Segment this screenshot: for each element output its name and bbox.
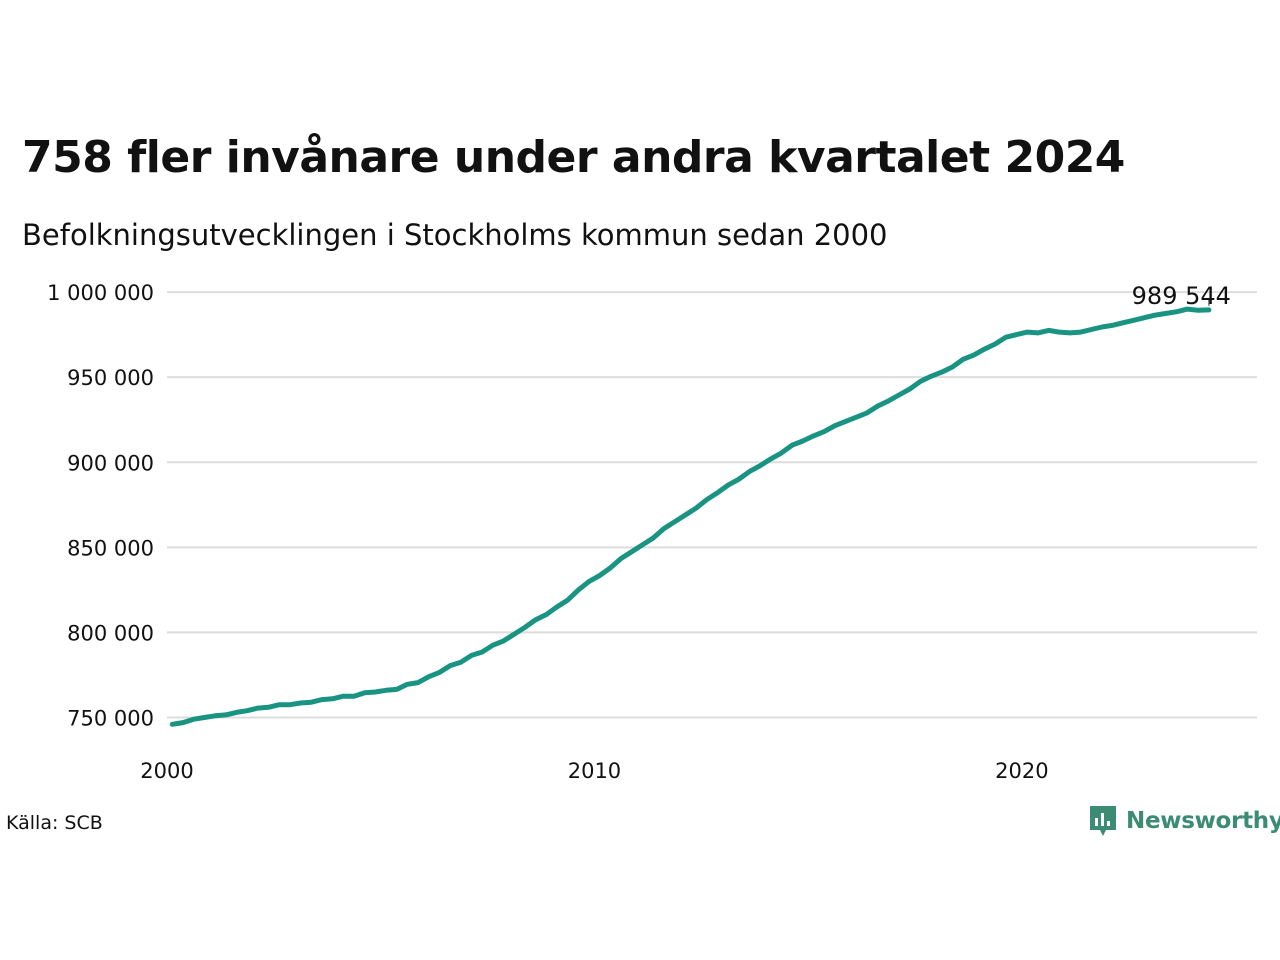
x-tick-label: 2000 (140, 759, 193, 783)
chart-subtitle: Befolkningsutvecklingen i Stockholms kom… (22, 218, 888, 252)
chart-title: 758 fler invånare under andra kvartalet … (22, 132, 1125, 183)
y-tick-label: 950 000 (67, 366, 154, 390)
population-line (169, 306, 1212, 727)
y-tick-label: 850 000 (67, 536, 154, 560)
x-tick-label: 2020 (995, 759, 1048, 783)
newsworthy-logo-icon (1090, 806, 1116, 836)
logo-text: Newsworthy (1126, 808, 1280, 834)
end-value-label: 989 544 (1132, 282, 1231, 310)
y-tick-label: 900 000 (67, 451, 154, 475)
source-note: Källa: SCB (6, 812, 103, 834)
series-layer (169, 306, 1212, 727)
x-axis: 2000 2010 2020 (140, 759, 1048, 783)
annotation-layer: 989 544 (1132, 282, 1231, 310)
newsworthy-logo: Newsworthy (1088, 804, 1280, 838)
y-tick-label: 750 000 (67, 706, 154, 730)
gridlines (167, 291, 1257, 719)
y-tick-label: 1 000 000 (47, 281, 154, 305)
x-tick-label: 2010 (568, 759, 621, 783)
y-axis: 750 000 800 000 850 000 900 000 950 000 1 000… (47, 281, 154, 730)
y-tick-label: 800 000 (67, 621, 154, 645)
